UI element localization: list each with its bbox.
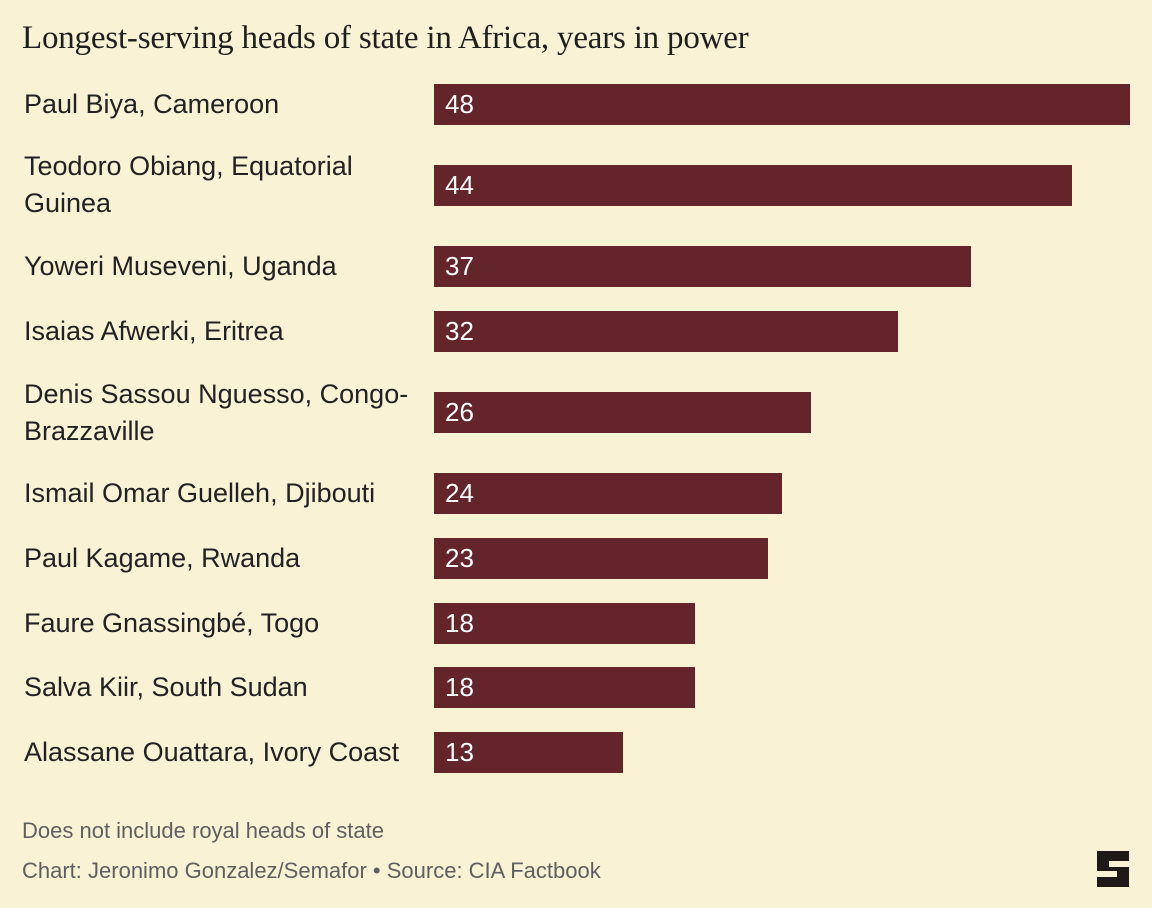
bar-value-label: 23	[445, 543, 474, 573]
bar: 44	[434, 165, 1072, 206]
category-label: Paul Biya, Cameroon	[24, 89, 280, 119]
bar-value-label: 32	[445, 316, 474, 346]
bar-value-label: 13	[445, 737, 474, 767]
bar: 32	[434, 311, 898, 352]
bar-value-label: 37	[445, 251, 474, 281]
bar: 26	[434, 392, 811, 433]
bar: 24	[434, 473, 782, 514]
category-label: Alassane Ouattara, Ivory Coast	[24, 737, 400, 767]
category-label: Teodoro Obiang, Equatorial Guinea	[24, 151, 353, 218]
category-label: Yoweri Museveni, Uganda	[24, 251, 337, 281]
bar-value-label: 44	[445, 170, 474, 200]
semafor-logo-icon	[1097, 851, 1129, 887]
bar: 18	[434, 603, 695, 644]
bar: 48	[434, 84, 1130, 125]
category-label: Salva Kiir, South Sudan	[24, 672, 308, 702]
category-label: Isaias Afwerki, Eritrea	[24, 316, 284, 346]
chart-title: Longest-serving heads of state in Africa…	[22, 20, 749, 56]
category-label: Faure Gnassingbé, Togo	[24, 608, 320, 638]
bar: 18	[434, 667, 695, 708]
bar: 37	[434, 246, 971, 287]
chart-credit: Chart: Jeronimo Gonzalez/Semafor • Sourc…	[22, 858, 601, 883]
category-label: Denis Sassou Nguesso, Congo-Brazzaville	[24, 379, 409, 446]
bar-value-label: 24	[445, 478, 474, 508]
category-label: Ismail Omar Guelleh, Djibouti	[24, 478, 376, 508]
bar-value-label: 18	[445, 608, 474, 638]
chart-note: Does not include royal heads of state	[22, 818, 385, 843]
category-label: Paul Kagame, Rwanda	[24, 543, 301, 573]
bar-value-label: 18	[445, 672, 474, 702]
bar-value-label: 48	[445, 89, 474, 119]
bar: 13	[434, 732, 623, 773]
bar-value-label: 26	[445, 397, 474, 427]
bar: 23	[434, 538, 768, 579]
